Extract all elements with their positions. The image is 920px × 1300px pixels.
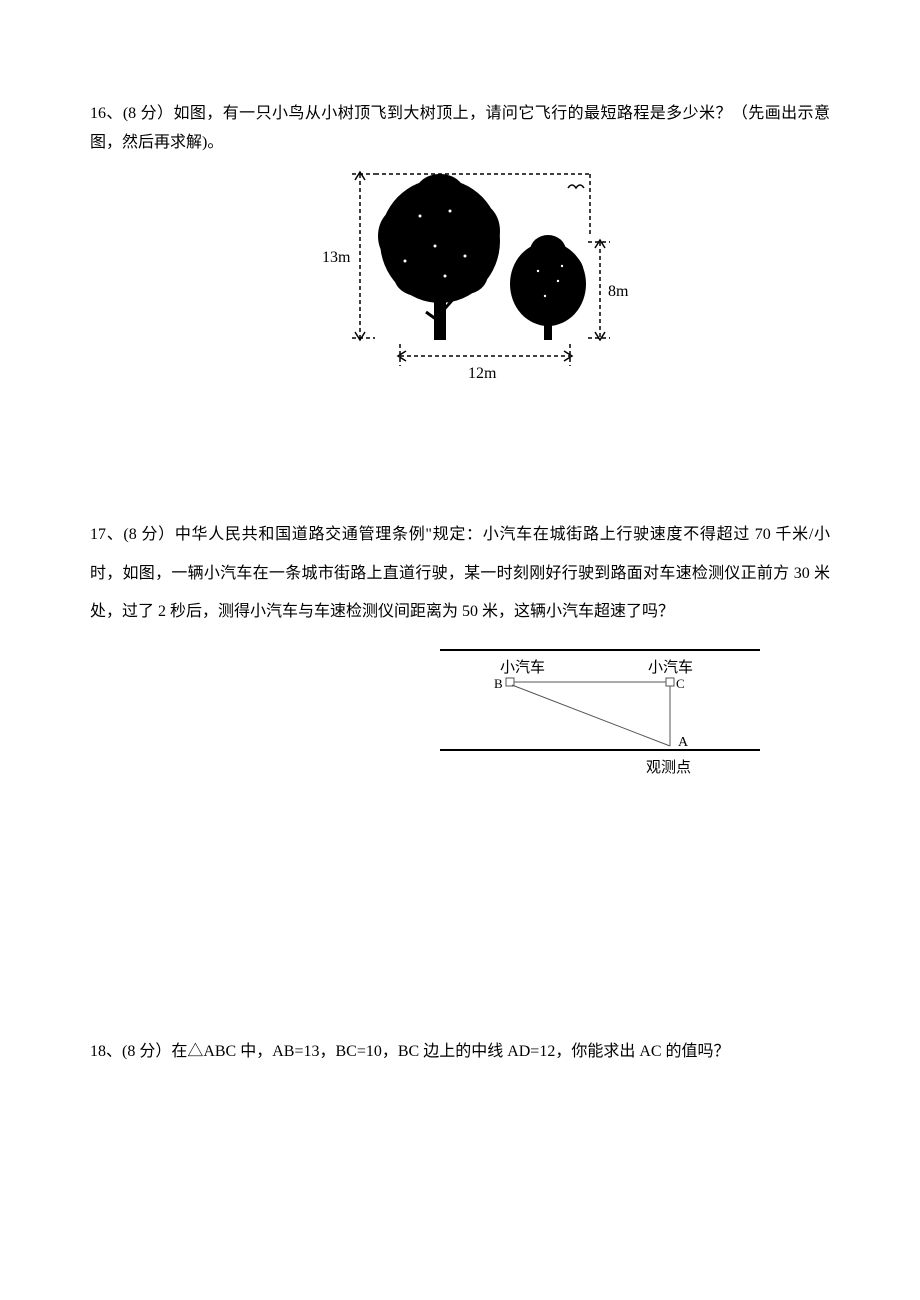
bird-icon (568, 185, 584, 188)
label-12m: 12m (468, 365, 497, 382)
label-observation: 观测点 (646, 759, 691, 776)
problem-18-text: 18、(8 分）在△ABC 中，AB=13，BC=10，BC 边上的中线 AD=… (90, 1038, 830, 1067)
big-tree-icon (378, 174, 500, 340)
problem-17-text: 17、(8 分）中华人民共和国道路交通管理条例"规定：小汽车在城街路上行驶速度不… (90, 516, 830, 631)
label-car-left: 小汽车 (500, 659, 545, 676)
problem-17-figure: 小汽车 小汽车 B C A 观测点 (90, 638, 830, 799)
label-car-right: 小汽车 (648, 659, 693, 676)
trees-diagram: 13m (290, 166, 630, 386)
problem-18: 18、(8 分）在△ABC 中，AB=13，BC=10，BC 边上的中线 AD=… (90, 1038, 830, 1067)
label-point-c: C (676, 676, 685, 691)
problem-16: 16、(8 分）如图，有一只小鸟从小树顶飞到大树顶上，请问它飞行的最短路程是多少… (90, 100, 830, 396)
label-8m: 8m (608, 283, 629, 300)
small-tree-icon (510, 235, 586, 340)
label-point-a: A (678, 735, 689, 750)
problem-16-figure: 13m (90, 166, 830, 397)
label-point-b: B (494, 676, 503, 691)
label-13m: 13m (322, 249, 351, 266)
car-diagram: 小汽车 小汽车 B C A 观测点 (430, 638, 770, 788)
problem-16-text: 16、(8 分）如图，有一只小鸟从小树顶飞到大树顶上，请问它飞行的最短路程是多少… (90, 100, 830, 158)
problem-17: 17、(8 分）中华人民共和国道路交通管理条例"规定：小汽车在城街路上行驶速度不… (90, 516, 830, 798)
